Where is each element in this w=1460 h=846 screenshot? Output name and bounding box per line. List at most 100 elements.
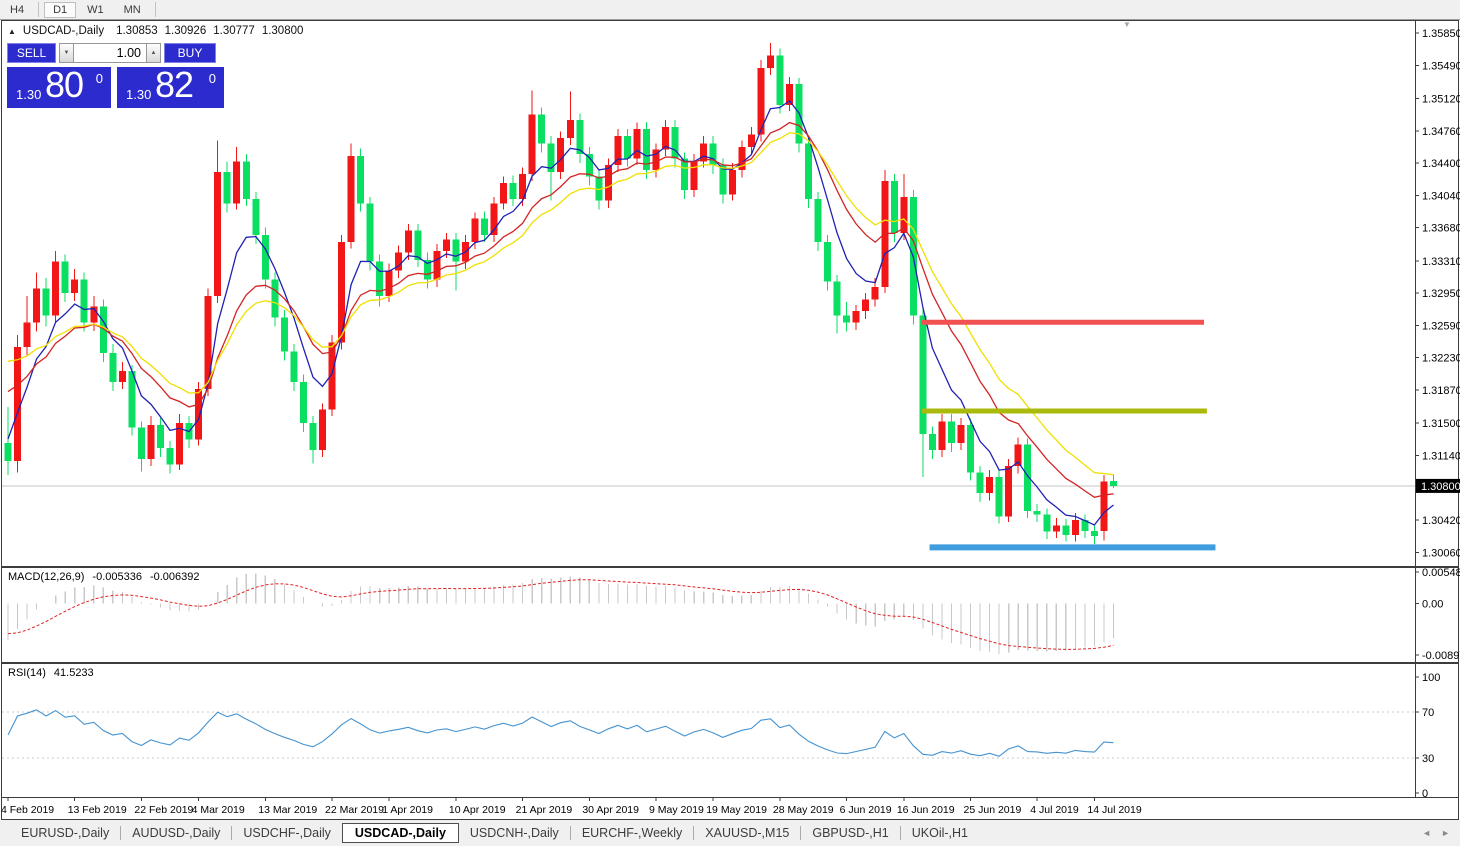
svg-text:10 Apr 2019: 10 Apr 2019	[449, 804, 506, 816]
main-chart-pane[interactable]	[1, 20, 1459, 567]
svg-text:22 Mar 2019: 22 Mar 2019	[325, 804, 384, 816]
svg-text:1.30800: 1.30800	[1421, 481, 1460, 493]
svg-text:-0.008973: -0.008973	[1422, 650, 1460, 662]
tab-usdcnh-daily[interactable]: USDCNH-,Daily	[469, 826, 559, 840]
tab-divider	[120, 826, 122, 840]
svg-text:19 May 2019: 19 May 2019	[706, 804, 767, 816]
svg-text:13 Mar 2019: 13 Mar 2019	[258, 804, 317, 816]
svg-text:70: 70	[1422, 707, 1434, 719]
macd-indicator-label: MACD(12,26,9) -0.005336 -0.006392	[8, 571, 208, 583]
tab-divider	[800, 826, 802, 840]
macd-axis[interactable]: 0.005484 0.00 -0.008973	[1415, 567, 1460, 662]
price-axis[interactable]: 1.35850 1.35490 1.35120 1.34760 1.34400 1.340…	[1415, 28, 1460, 559]
svg-text:1.35120: 1.35120	[1422, 93, 1460, 105]
tab-eurchf-weekly[interactable]: EURCHF-,Weekly	[581, 826, 683, 840]
svg-text:1 Apr 2019: 1 Apr 2019	[382, 804, 433, 816]
svg-text:22 Feb 2019: 22 Feb 2019	[134, 804, 193, 816]
timeframe-button-w1[interactable]: W1	[87, 3, 104, 16]
svg-text:1.32590: 1.32590	[1422, 320, 1460, 332]
sell-quote[interactable]: 1.30 80 0	[7, 64, 111, 108]
toolbar-divider	[38, 2, 40, 17]
buy-pipette: 0	[208, 71, 216, 86]
macd-value-main: -0.005336	[92, 571, 142, 583]
svg-text:21 Apr 2019: 21 Apr 2019	[516, 804, 573, 816]
svg-text:14 Jul 2019: 14 Jul 2019	[1087, 804, 1141, 816]
tab-scroll-right-icon[interactable]: ►	[1441, 828, 1450, 838]
tab-divider	[899, 826, 901, 840]
symbol-header: ▲ USDCAD-,Daily 1.30853 1.30926 1.30777 …	[8, 25, 310, 37]
macd-name: MACD(12,26,9)	[8, 571, 85, 583]
svg-text:1.34040: 1.34040	[1422, 190, 1460, 202]
tab-xauusd-m15[interactable]: XAUUSD-,M15	[705, 826, 790, 840]
svg-text:1.31500: 1.31500	[1422, 418, 1460, 430]
tab-ukoil-h1[interactable]: UKOil-,H1	[911, 826, 969, 840]
tab-scroll-left-icon[interactable]: ◄	[1422, 828, 1432, 838]
buy-big-figure: 1.30	[126, 87, 152, 102]
svg-text:1.34400: 1.34400	[1422, 158, 1460, 170]
svg-text:25 Jun 2019: 25 Jun 2019	[964, 804, 1022, 816]
volume-decrease-button[interactable]: ▼	[59, 43, 74, 63]
rsi-indicator-label: RSI(14) 41.5233	[8, 667, 102, 679]
rsi-name: RSI(14)	[8, 667, 46, 679]
ohlc-close: 1.30800	[261, 25, 304, 37]
date-axis-row[interactable]	[1, 797, 1459, 820]
rsi-axis[interactable]: 100 70 30 0	[1415, 672, 1440, 800]
rsi-pane[interactable]	[1, 663, 1459, 798]
svg-text:30 Apr 2019: 30 Apr 2019	[582, 804, 639, 816]
svg-text:9 May 2019: 9 May 2019	[649, 804, 704, 816]
tab-divider	[569, 826, 571, 840]
sell-pipette: 0	[95, 71, 103, 86]
svg-text:100: 100	[1422, 672, 1440, 684]
macd-pane[interactable]	[1, 567, 1459, 663]
timeframe-button-d1[interactable]: D1	[44, 1, 77, 18]
timeframe-button-mn[interactable]: MN	[123, 3, 141, 16]
tab-scroll-arrows: ◄ ►	[1422, 828, 1450, 838]
ohlc-low: 1.30777	[213, 25, 255, 37]
svg-text:30: 30	[1422, 753, 1434, 765]
tab-usdcad-daily[interactable]: USDCAD-,Daily	[341, 823, 459, 843]
rsi-line	[7, 709, 1114, 757]
svg-text:1.35490: 1.35490	[1422, 60, 1460, 72]
svg-text:1.35850: 1.35850	[1422, 28, 1460, 40]
svg-text:0.00: 0.00	[1422, 598, 1443, 610]
tab-divider	[693, 826, 695, 840]
svg-text:1.33680: 1.33680	[1422, 223, 1460, 235]
svg-text:1.31140: 1.31140	[1422, 450, 1460, 462]
svg-text:13 Feb 2019: 13 Feb 2019	[68, 804, 127, 816]
ma-medium-line	[7, 121, 1114, 498]
buy-pips: 82	[155, 64, 194, 105]
tab-eurusd-daily[interactable]: EURUSD-,Daily	[21, 826, 110, 840]
sell-big-figure: 1.30	[16, 87, 42, 102]
ma-slow-line	[7, 132, 1114, 476]
tab-usdchf-daily[interactable]: USDCHF-,Daily	[243, 826, 331, 840]
buy-quote[interactable]: 1.30 82 0	[117, 64, 224, 108]
timeframe-button-h4[interactable]: H4	[10, 3, 25, 16]
tab-audusd-daily[interactable]: AUDUSD-,Daily	[132, 826, 221, 840]
svg-text:6 Jun 2019: 6 Jun 2019	[840, 804, 892, 816]
volume-input[interactable]	[74, 43, 146, 63]
svg-text:0.005484: 0.005484	[1422, 567, 1460, 579]
collapse-icon[interactable]: ▲	[8, 26, 16, 36]
tab-gbpusd-h1[interactable]: GBPUSD-,H1	[812, 826, 889, 840]
symbol-title: USDCAD-,Daily	[22, 25, 105, 37]
volume-increase-button[interactable]: ▲	[146, 43, 161, 63]
chart-shift-marker-icon[interactable]: ▼	[1123, 20, 1131, 29]
svg-text:16 Jun 2019: 16 Jun 2019	[897, 804, 955, 816]
macd-signal-line	[7, 579, 1114, 650]
svg-text:1.30060: 1.30060	[1422, 547, 1460, 559]
sell-pips: 80	[45, 64, 84, 105]
svg-text:4 Jul 2019: 4 Jul 2019	[1030, 804, 1079, 816]
sell-button[interactable]: SELL	[7, 43, 56, 63]
svg-text:1.32950: 1.32950	[1422, 288, 1460, 300]
svg-text:1.30420: 1.30420	[1422, 515, 1460, 527]
buy-button[interactable]: BUY	[164, 43, 216, 63]
svg-text:28 May 2019: 28 May 2019	[773, 804, 834, 816]
tab-divider	[231, 826, 233, 840]
ohlc-open: 1.30853	[116, 25, 158, 37]
svg-text:4 Feb 2019: 4 Feb 2019	[1, 804, 54, 816]
svg-text:1.32230: 1.32230	[1422, 353, 1460, 365]
svg-text:0: 0	[1422, 788, 1428, 800]
